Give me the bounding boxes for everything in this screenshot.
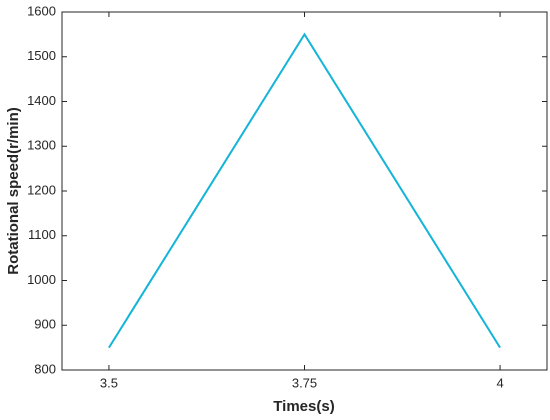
x-axis-label: Times(s) bbox=[273, 398, 334, 415]
y-tick-label: 900 bbox=[34, 317, 56, 332]
x-tick-label: 4 bbox=[496, 375, 503, 390]
y-tick-label: 1500 bbox=[27, 48, 56, 63]
x-tick-label: 3.75 bbox=[292, 375, 317, 390]
plot-frame bbox=[61, 11, 548, 371]
y-tick-label: 1000 bbox=[27, 272, 56, 287]
y-tick-label: 1100 bbox=[28, 227, 56, 242]
y-tick-label: 1600 bbox=[27, 3, 56, 18]
x-tick-label: 3.5 bbox=[100, 375, 118, 390]
y-tick-label: 800 bbox=[34, 361, 56, 376]
line-series bbox=[108, 32, 501, 349]
y-tick-label: 1200 bbox=[27, 182, 56, 197]
y-tick-label: 1300 bbox=[27, 138, 56, 153]
y-axis-label: Rotational speed(r/min) bbox=[5, 107, 22, 275]
y-tick-label: 1400 bbox=[27, 93, 56, 108]
